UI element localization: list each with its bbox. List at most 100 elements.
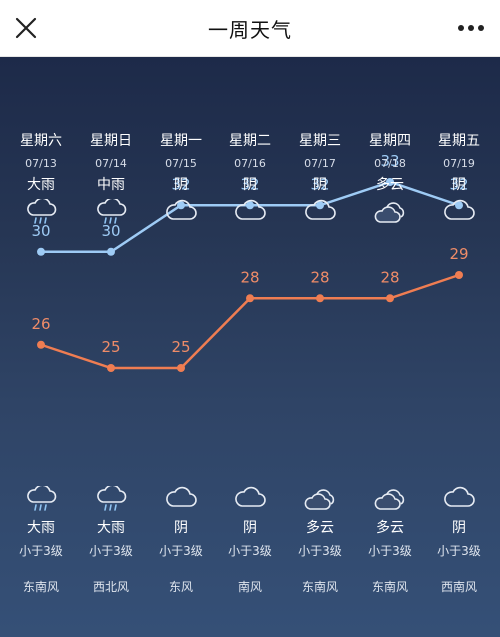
rain-cloud-icon — [27, 199, 57, 224]
day-forecast-top: 星期六 07/13 大雨 — [6, 133, 76, 225]
cloud-icon — [235, 199, 266, 220]
high-temp-value-label: 30 — [31, 222, 50, 240]
low-temp-point — [246, 294, 254, 303]
cloud-icon — [444, 486, 475, 507]
night-forecast-bottom: 阴小于3级西南风 — [424, 486, 494, 595]
night-condition: 大雨 — [97, 520, 125, 536]
date-label: 07/19 — [443, 157, 475, 170]
wind-direction: 南风 — [237, 580, 262, 594]
weekday-label: 星期五 — [438, 133, 480, 149]
day-forecast-top: 星期五 07/19 阴 — [424, 133, 494, 225]
rain-cloud-icon — [97, 199, 127, 224]
low-temp-value-label: 28 — [310, 268, 329, 286]
double-cloud-icon — [374, 489, 405, 510]
cloud-icon — [166, 199, 197, 220]
night-forecast-bottom: 大雨小于3级东南风 — [6, 486, 76, 595]
wind-direction: 西南风 — [440, 580, 477, 594]
wind-level: 小于3级 — [368, 544, 412, 558]
night-condition: 多云 — [376, 520, 404, 536]
temperature-chart: 30 30 32 32 32 33 32 26 25 25 28 28 28 29 — [31, 152, 469, 372]
wind-direction: 东南风 — [22, 580, 59, 594]
rain-cloud-icon — [97, 486, 127, 511]
date-label: 07/17 — [304, 157, 336, 170]
high-temp-point — [455, 201, 463, 210]
date-label: 07/15 — [165, 157, 197, 170]
day-condition: 阴 — [174, 177, 188, 193]
day-forecast-top: 星期日 07/14 中雨 — [76, 133, 146, 225]
night-forecast-bottom: 大雨小于3级西北风 — [76, 486, 146, 595]
night-forecast-bottom: 多云小于3级东南风 — [355, 486, 425, 595]
low-temp-point — [386, 294, 394, 303]
close-icon[interactable] — [12, 14, 40, 42]
double-cloud-icon — [374, 202, 405, 223]
day-condition: 中雨 — [97, 177, 125, 193]
high-temp-value-label: 32 — [240, 175, 259, 193]
high-temp-value-label: 32 — [310, 175, 329, 193]
low-temp-point — [455, 271, 463, 279]
weekday-label: 星期六 — [20, 133, 62, 149]
high-temp-point — [386, 178, 394, 186]
weekday-label: 星期四 — [369, 133, 411, 149]
low-temp-value-label: 28 — [240, 268, 259, 286]
low-temp-point — [107, 364, 115, 372]
day-forecast-top: 星期三 07/17 阴 — [285, 133, 355, 225]
date-label: 07/14 — [95, 157, 127, 170]
night-forecast-bottom: 阴小于3级 南风 — [215, 486, 285, 595]
high-temp-value-label: 32 — [171, 175, 190, 193]
high-temp-value-label: 30 — [101, 222, 120, 240]
high-temp-point — [107, 247, 115, 256]
top-bar: 一周天气 — [0, 0, 500, 57]
day-condition: 多云 — [376, 177, 404, 193]
cloud-icon — [444, 199, 475, 220]
cloud-icon — [235, 486, 266, 507]
wind-direction: 西北风 — [92, 580, 129, 594]
day-condition: 阴 — [452, 177, 466, 193]
day-condition: 阴 — [313, 177, 327, 193]
low-temp-value-label: 26 — [31, 315, 50, 333]
night-condition: 多云 — [306, 520, 334, 536]
low-temp-value-label: 25 — [101, 338, 120, 356]
wind-level: 小于3级 — [228, 544, 272, 558]
day-forecast-top: 星期二 07/16 阴 — [215, 133, 285, 225]
day-condition: 阴 — [243, 177, 257, 193]
wind-direction: 东风 — [168, 580, 193, 594]
more-dots-icon[interactable] — [456, 16, 486, 40]
low-temp-value-label: 25 — [171, 338, 190, 356]
night-condition: 阴 — [174, 520, 188, 536]
wind-level: 小于3级 — [19, 544, 63, 558]
weekly-forecast-panel: 30 30 32 32 32 33 32 26 25 25 28 28 28 29 星期六 07/13 大雨大… — [0, 57, 500, 637]
date-label: 07/16 — [234, 157, 266, 170]
weekday-label: 星期二 — [229, 133, 271, 149]
night-condition: 阴 — [452, 520, 466, 536]
high-temp-value-label: 32 — [449, 175, 468, 193]
high-temp-point — [246, 201, 254, 210]
wind-level: 小于3级 — [298, 544, 342, 558]
weekday-label: 星期三 — [299, 133, 341, 149]
night-condition: 大雨 — [27, 520, 55, 536]
high-temp-value-label: 33 — [380, 152, 399, 170]
page-title: 一周天气 — [208, 18, 292, 42]
date-label: 07/13 — [25, 157, 57, 170]
wind-direction: 东南风 — [371, 580, 408, 594]
high-temp-point — [37, 247, 45, 256]
wind-level: 小于3级 — [437, 544, 481, 558]
low-temp-point — [177, 364, 185, 372]
date-label: 07/18 — [374, 157, 406, 170]
low-temp-value-label: 28 — [380, 268, 399, 286]
high-temp-point — [316, 201, 324, 210]
low-temp-value-label: 29 — [449, 245, 468, 263]
cloud-icon — [305, 199, 336, 220]
weekday-label: 星期日 — [90, 133, 132, 149]
double-cloud-icon — [304, 489, 335, 510]
day-condition: 大雨 — [27, 177, 55, 193]
wind-direction: 东南风 — [301, 580, 338, 594]
day-forecast-top: 星期四 07/18 多云 — [355, 133, 425, 225]
wind-level: 小于3级 — [89, 544, 133, 558]
weekday-label: 星期一 — [160, 133, 202, 149]
low-temp-point — [37, 340, 45, 349]
cloud-icon — [166, 486, 197, 507]
night-forecast-bottom: 阴小于3级东风 — [146, 486, 216, 595]
day-forecast-top: 星期一 07/15 阴 — [146, 133, 216, 225]
high-temp-point — [177, 201, 185, 210]
wind-level: 小于3级 — [159, 544, 203, 558]
